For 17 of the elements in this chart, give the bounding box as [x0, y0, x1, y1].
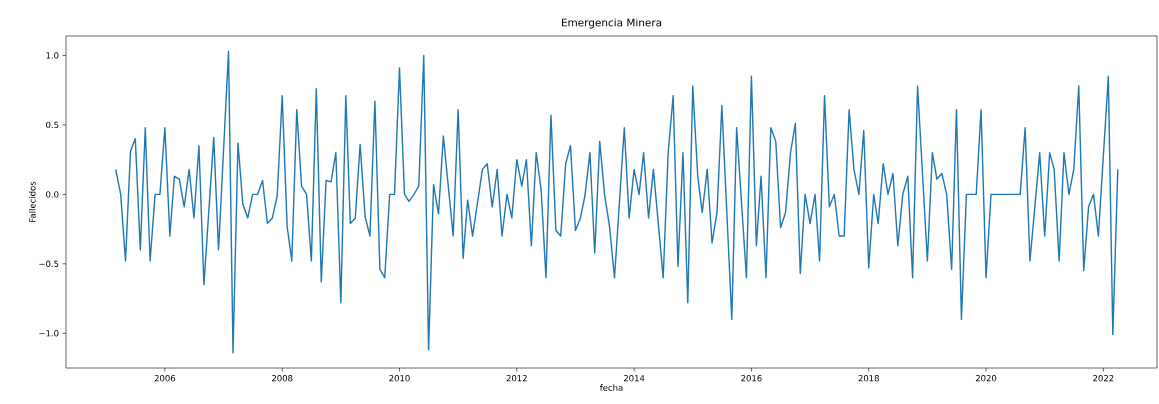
y-tick-label: 0.5 — [46, 121, 59, 129]
x-tick-label: 2016 — [741, 375, 762, 382]
y-tick-label: −1.0 — [39, 330, 59, 337]
x-tick-label: 2018 — [858, 375, 879, 382]
x-tick-label: 2010 — [389, 375, 410, 382]
y-tick-label: −0.5 — [39, 260, 59, 268]
x-tick-label: 2014 — [623, 375, 645, 382]
x-tick-label: 2020 — [975, 375, 997, 382]
x-tick-label: 2022 — [1093, 375, 1114, 382]
x-tick-label: 2012 — [506, 375, 527, 382]
x-axis-title: fecha — [599, 384, 623, 391]
x-tick-label: 2008 — [272, 375, 293, 382]
y-axis-title: Fallecidos — [29, 181, 36, 222]
x-tick-label: 2006 — [154, 375, 176, 382]
y-tick-label: 0.0 — [46, 191, 59, 198]
chart-title: Emergencia Minera — [561, 18, 662, 29]
y-tick-label: 1.0 — [46, 52, 59, 59]
